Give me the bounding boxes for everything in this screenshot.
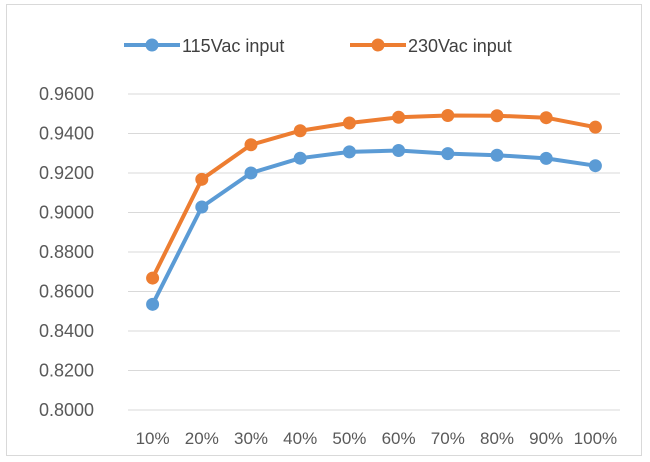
data-point	[244, 138, 258, 152]
y-tick-label: 0.8400	[39, 321, 94, 341]
data-point	[244, 166, 258, 180]
y-tick-label: 0.8000	[39, 400, 94, 420]
data-point	[539, 151, 553, 165]
data-point	[490, 148, 504, 162]
y-tick-label: 0.9600	[39, 84, 94, 104]
x-axis-ticks: 10% 20% 30% 40% 50% 60% 70% 80% 90% 100%	[136, 429, 618, 448]
data-point	[539, 111, 553, 125]
x-tick-label: 40%	[283, 429, 317, 448]
data-point	[146, 271, 160, 285]
legend-swatch-marker	[145, 38, 159, 52]
legend: 115Vac input 230Vac input	[124, 36, 512, 56]
data-point	[392, 143, 406, 157]
grid-lines	[128, 93, 620, 411]
x-tick-label: 30%	[234, 429, 268, 448]
x-tick-label: 90%	[529, 429, 563, 448]
x-tick-label: 60%	[382, 429, 416, 448]
series-group	[146, 109, 602, 311]
data-point	[195, 200, 209, 214]
data-point	[146, 297, 160, 311]
y-tick-label: 0.8600	[39, 282, 94, 302]
data-point	[293, 124, 307, 138]
data-point	[293, 151, 307, 165]
y-tick-label: 0.9000	[39, 203, 94, 223]
series-line	[150, 148, 598, 307]
legend-label: 115Vac input	[182, 36, 284, 56]
data-point	[342, 116, 356, 130]
chart-frame	[6, 4, 642, 456]
y-tick-label: 0.9400	[39, 124, 94, 144]
series-line	[150, 113, 598, 281]
data-point	[195, 172, 209, 186]
y-axis-ticks: 0.8000 0.8200 0.8400 0.8600 0.8800 0.9000 0.92…	[39, 84, 94, 420]
y-tick-label: 0.9200	[39, 163, 94, 183]
data-point	[490, 109, 504, 123]
x-tick-label: 20%	[185, 429, 219, 448]
legend-label: 230Vac input	[408, 36, 512, 56]
data-point	[441, 109, 455, 123]
data-point	[588, 120, 602, 134]
x-tick-label: 10%	[136, 429, 170, 448]
legend-swatch-marker	[371, 38, 385, 52]
data-point	[441, 147, 455, 161]
data-point	[392, 110, 406, 124]
x-tick-label: 80%	[480, 429, 514, 448]
y-tick-label: 0.8200	[39, 361, 94, 381]
x-tick-label: 50%	[332, 429, 366, 448]
data-point	[588, 159, 602, 173]
x-tick-label: 70%	[431, 429, 465, 448]
y-tick-label: 0.8800	[39, 242, 94, 262]
data-point	[342, 145, 356, 159]
x-tick-label: 100%	[574, 429, 617, 448]
